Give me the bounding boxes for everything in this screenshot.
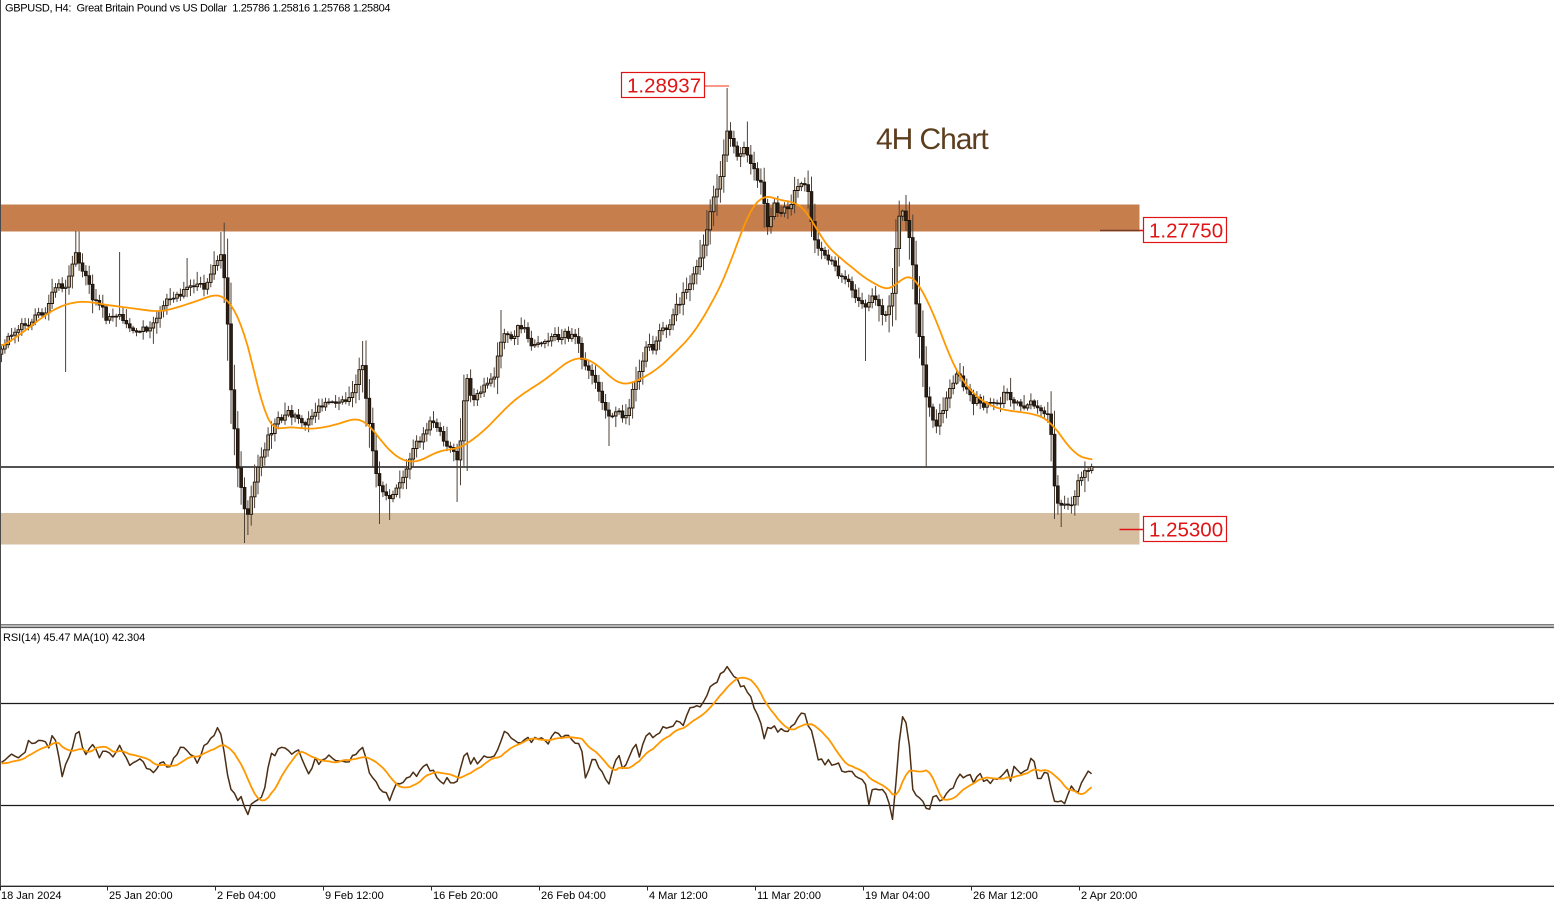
svg-text:26 Mar 12:00: 26 Mar 12:00 xyxy=(973,890,1038,901)
svg-text:9 Feb 12:00: 9 Feb 12:00 xyxy=(325,890,384,901)
svg-text:1.25300: 1.25300 xyxy=(1149,519,1223,542)
svg-text:19 Mar 04:00: 19 Mar 04:00 xyxy=(865,890,930,901)
svg-text:1.28937: 1.28937 xyxy=(627,75,701,98)
svg-text:2 Feb 04:00: 2 Feb 04:00 xyxy=(217,890,276,901)
svg-text:16 Feb 20:00: 16 Feb 20:00 xyxy=(433,890,498,901)
svg-text:25 Jan 20:00: 25 Jan 20:00 xyxy=(109,890,173,901)
svg-text:26 Feb 04:00: 26 Feb 04:00 xyxy=(541,890,606,901)
svg-text:RSI(14) 45.47 MA(10) 42.304: RSI(14) 45.47 MA(10) 42.304 xyxy=(3,632,145,644)
svg-text:4H Chart: 4H Chart xyxy=(876,123,989,156)
svg-text:11 Mar 20:00: 11 Mar 20:00 xyxy=(757,890,821,901)
svg-text:1.27750: 1.27750 xyxy=(1149,220,1223,243)
svg-text:GBPUSD, H4: Great Britain Pou: GBPUSD, H4: Great Britain Pound vs US Do… xyxy=(5,3,390,15)
svg-text:2 Apr 20:00: 2 Apr 20:00 xyxy=(1081,890,1137,901)
svg-text:4 Mar 12:00: 4 Mar 12:00 xyxy=(649,890,708,901)
svg-text:18 Jan 2024: 18 Jan 2024 xyxy=(1,890,62,901)
